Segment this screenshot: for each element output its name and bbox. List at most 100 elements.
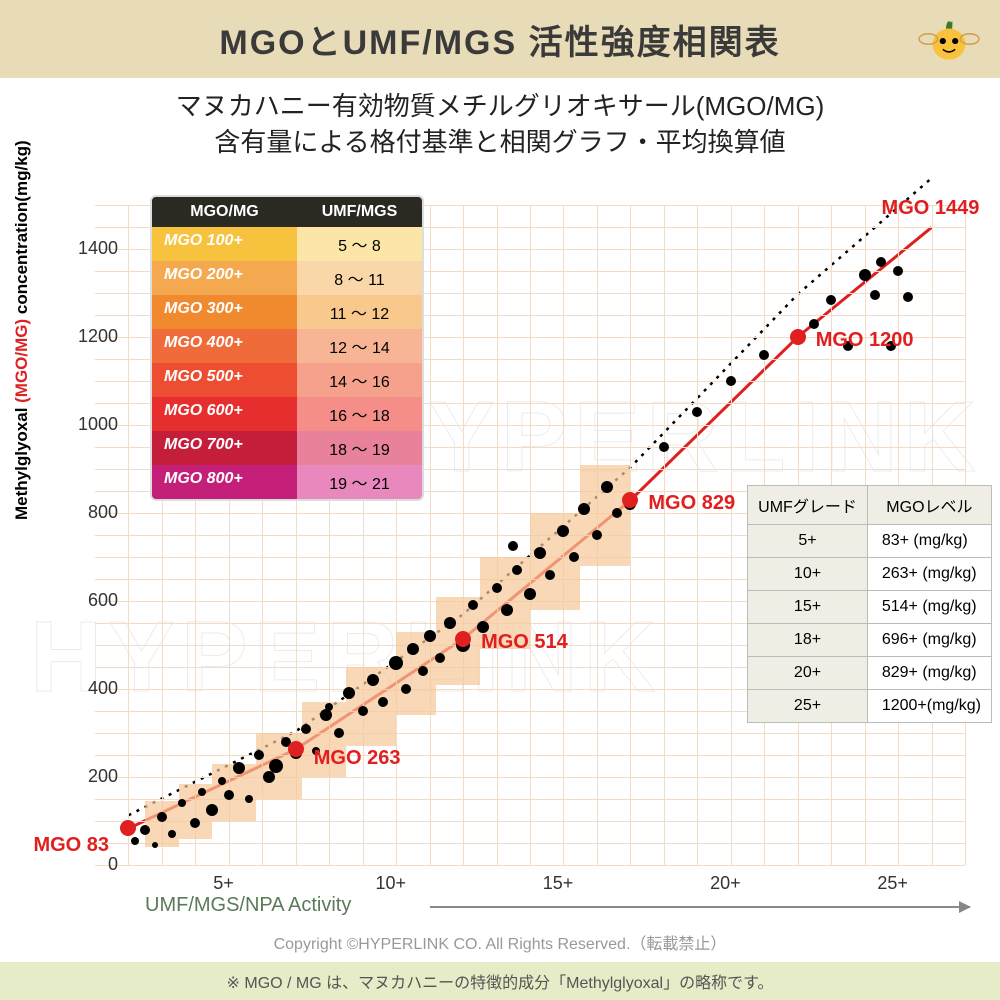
scatter-point [389, 656, 403, 670]
subtitle-line1: マヌカハニー有効物質メチルグリオキサール(MGO/MG) [176, 91, 825, 121]
subtitle: マヌカハニー有効物質メチルグリオキサール(MGO/MG) 含有量による格付基準と… [0, 88, 1000, 161]
y-tick: 800 [68, 502, 118, 523]
scatter-point [903, 292, 913, 302]
x-tick: 5+ [213, 873, 234, 894]
scatter-point [501, 604, 513, 616]
scatter-point [557, 525, 569, 537]
x-tick: 15+ [543, 873, 574, 894]
scatter-point [444, 617, 456, 629]
scatter-point [301, 724, 311, 734]
subtitle-line2: 含有量による格付基準と相関グラフ・平均換算値 [214, 127, 785, 157]
scatter-point [269, 759, 283, 773]
y-tick: 1000 [68, 414, 118, 435]
footnote-text: ※ MGO / MG は、マヌカハニーの特徴的成分「Methylglyoxal」… [227, 969, 774, 993]
scatter-point [131, 837, 139, 845]
y-tick: 1400 [68, 238, 118, 259]
scatter-point [224, 790, 234, 800]
curve-label: MGO 1200 [816, 329, 914, 352]
legend-row: MGO 200+8 ～ 11 [152, 261, 422, 295]
scatter-point [152, 842, 158, 848]
scatter-point [726, 376, 736, 386]
curve-marker [622, 492, 638, 508]
scatter-point [545, 570, 555, 580]
scatter-point [218, 777, 226, 785]
scatter-point [198, 788, 206, 796]
band-region [145, 801, 178, 847]
scatter-point [592, 530, 602, 540]
umf-header: UMFグレード [748, 486, 868, 525]
scatter-point [601, 481, 613, 493]
scatter-point [320, 709, 332, 721]
mascot-icon [918, 8, 980, 70]
scatter-point [876, 257, 886, 267]
scatter-point [254, 750, 264, 760]
scatter-point [809, 319, 819, 329]
scatter-point [418, 666, 428, 676]
scatter-point [407, 643, 419, 655]
legend-table: MGO/MGUMF/MGSMGO 100+5 ～ 8MGO 200+8 ～ 11… [150, 195, 424, 501]
scatter-point [378, 697, 388, 707]
x-tick: 10+ [375, 873, 406, 894]
copyright-text: Copyright ©HYPERLINK CO. All Rights Rese… [0, 930, 1000, 954]
umf-row: 18+696+ (mg/kg) [748, 624, 992, 657]
scatter-point [435, 653, 445, 663]
footnote-bar: ※ MGO / MG は、マヌカハニーの特徴的成分「Methylglyoxal」… [0, 962, 1000, 1000]
curve-label: MGO 1449 [882, 197, 980, 220]
curve-marker [455, 631, 471, 647]
y-tick: 1200 [68, 326, 118, 347]
legend-row: MGO 800+19 ～ 21 [152, 465, 422, 499]
legend-row: MGO 300+11 ～ 12 [152, 295, 422, 329]
legend-row: MGO 400+12 ～ 14 [152, 329, 422, 363]
scatter-point [401, 684, 411, 694]
scatter-point [178, 799, 186, 807]
scatter-point [612, 508, 622, 518]
scatter-point [659, 442, 669, 452]
scatter-point [367, 674, 379, 686]
x-axis-arrow [430, 906, 970, 908]
scatter-point [206, 804, 218, 816]
umf-row: 25+1200+(mg/kg) [748, 690, 992, 723]
umf-grade-table: UMFグレードMGOレベル5+83+ (mg/kg)10+263+ (mg/kg… [747, 485, 992, 723]
scatter-point [325, 703, 333, 711]
curve-label: MGO 263 [314, 747, 401, 770]
scatter-point [826, 295, 836, 305]
scatter-point [859, 269, 871, 281]
scatter-point [157, 812, 167, 822]
curve-label: MGO 829 [648, 492, 735, 515]
scatter-point [508, 541, 518, 551]
scatter-point [578, 503, 590, 515]
scatter-point [492, 583, 502, 593]
curve-marker [288, 741, 304, 757]
umf-row: 5+83+ (mg/kg) [748, 525, 992, 558]
umf-row: 10+263+ (mg/kg) [748, 558, 992, 591]
scatter-point [334, 728, 344, 738]
scatter-point [140, 825, 150, 835]
scatter-point [893, 266, 903, 276]
y-tick: 0 [68, 854, 118, 875]
umf-row: 20+829+ (mg/kg) [748, 657, 992, 690]
scatter-point [759, 350, 769, 360]
x-axis-label: UMF/MGS/NPA Activity [145, 894, 351, 917]
scatter-point [524, 588, 536, 600]
legend-row: MGO 500+14 ～ 16 [152, 363, 422, 397]
scatter-point [168, 830, 176, 838]
scatter-point [870, 290, 880, 300]
scatter-point [233, 762, 245, 774]
page-title: MGOとUMF/MGS 活性強度相関表 [219, 15, 780, 64]
x-tick: 25+ [877, 873, 908, 894]
legend-row: MGO 100+5 ～ 8 [152, 227, 422, 261]
scatter-point [343, 687, 355, 699]
scatter-point [245, 795, 253, 803]
x-tick: 20+ [710, 873, 741, 894]
curve-label: MGO 514 [481, 631, 568, 654]
scatter-point [468, 600, 478, 610]
umf-row: 15+514+ (mg/kg) [748, 591, 992, 624]
scatter-point [512, 565, 522, 575]
curve-marker [790, 329, 806, 345]
legend-row: MGO 700+18 ～ 19 [152, 431, 422, 465]
scatter-point [534, 547, 546, 559]
y-tick: 600 [68, 590, 118, 611]
y-tick: 200 [68, 766, 118, 787]
legend-row: MGO 600+16 ～ 18 [152, 397, 422, 431]
y-tick: 400 [68, 678, 118, 699]
